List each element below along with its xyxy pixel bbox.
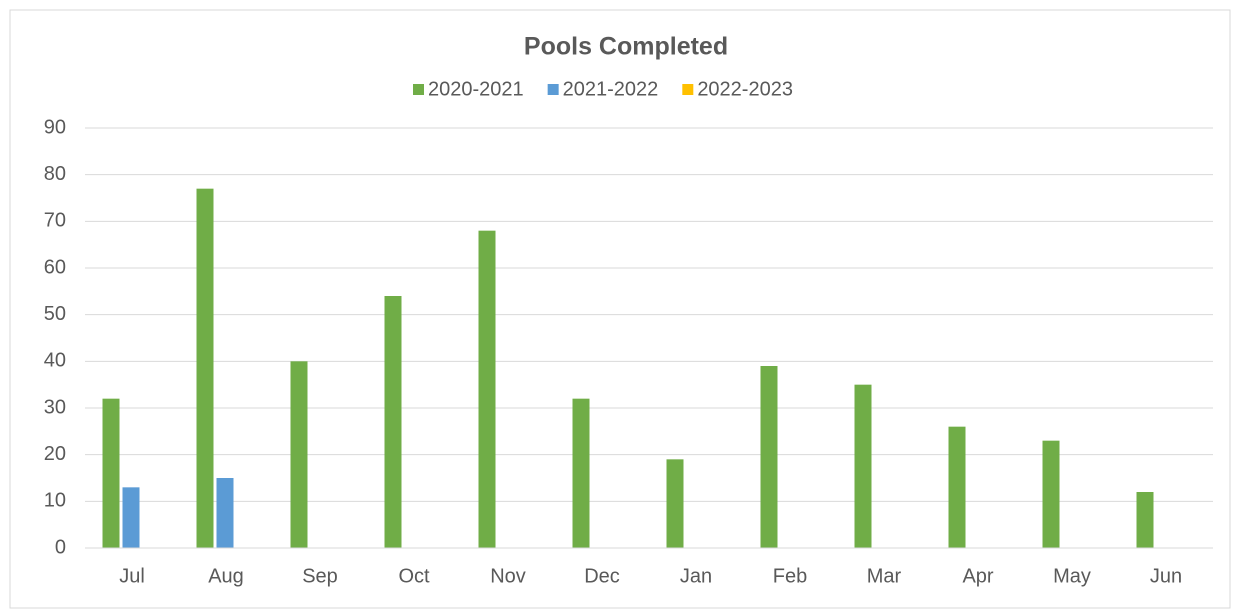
x-tick-label: Sep <box>302 565 338 587</box>
bar <box>760 366 778 548</box>
legend-label: 2021-2022 <box>563 78 659 100</box>
y-tick-label: 90 <box>44 116 66 138</box>
y-tick-label: 0 <box>55 536 66 558</box>
x-tick-label: Jan <box>680 565 712 587</box>
bar <box>196 188 214 548</box>
legend-swatch <box>413 84 424 95</box>
y-tick-label: 80 <box>44 163 66 185</box>
bar <box>102 398 120 548</box>
bar <box>948 426 966 548</box>
y-tick-label: 20 <box>44 443 66 465</box>
y-tick-label: 10 <box>44 490 66 512</box>
bar <box>216 478 234 548</box>
chart-title: Pools Completed <box>524 33 728 61</box>
x-tick-label: Oct <box>398 565 430 587</box>
legend-label: 2020-2021 <box>428 78 524 100</box>
x-tick-label: May <box>1053 565 1091 587</box>
legend: 2020-2021 2021-2022 2022-2023 <box>413 78 793 100</box>
bar <box>478 230 496 548</box>
x-tick-label: Jun <box>1150 565 1182 587</box>
x-tick-label: Jul <box>119 565 145 587</box>
bar <box>1136 492 1154 548</box>
bar <box>1042 440 1060 548</box>
bar <box>572 398 590 548</box>
x-tick-label: Aug <box>208 565 244 587</box>
y-tick-label: 70 <box>44 210 66 232</box>
x-tick-label: Nov <box>490 565 526 587</box>
legend-label: 2022-2023 <box>697 78 793 100</box>
bar <box>290 361 308 548</box>
y-tick-label: 60 <box>44 256 66 278</box>
bar <box>384 296 402 548</box>
bar <box>122 487 140 548</box>
y-tick-label: 30 <box>44 396 66 418</box>
legend-swatch <box>682 84 694 95</box>
legend-swatch <box>547 84 559 95</box>
y-tick-label: 40 <box>44 350 66 372</box>
bar <box>666 459 684 548</box>
x-tick-label: Apr <box>962 565 993 587</box>
y-tick-label: 50 <box>44 303 66 325</box>
x-tick-label: Dec <box>584 565 620 587</box>
x-tick-label: Feb <box>773 565 807 587</box>
bar <box>854 384 872 548</box>
x-tick-label: Mar <box>867 565 902 587</box>
